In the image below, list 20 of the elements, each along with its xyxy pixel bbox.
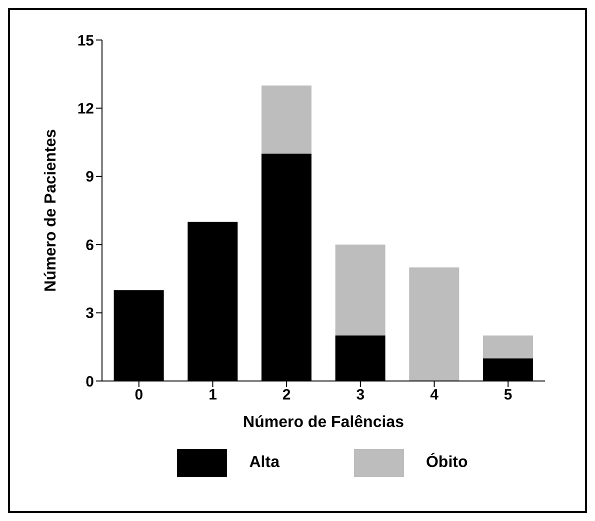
y-tick-label: 3 [86,305,94,322]
x-tick-label: 3 [356,386,365,404]
legend-label: Alta [249,454,280,472]
x-tick-label: 0 [134,386,144,404]
bar [482,336,533,358]
y-tick-label: 12 [77,100,94,118]
y-axis-title: Número de Pacientes [42,129,60,292]
legend-label: Óbito [426,454,468,472]
y-tick-label: 0 [86,373,94,390]
x-axis-title: Número de Falências [243,414,404,431]
bar [261,85,312,154]
x-tick-label: 1 [208,386,217,404]
bar [335,244,386,336]
y-tick-label: 6 [86,236,94,254]
bar [409,267,460,381]
y-tick-label: 9 [86,168,94,186]
y-tick-label: 15 [77,32,94,50]
x-tick-label: 5 [504,386,512,404]
x-tick-label: 2 [282,386,291,404]
x-tick-label: 4 [430,386,440,404]
